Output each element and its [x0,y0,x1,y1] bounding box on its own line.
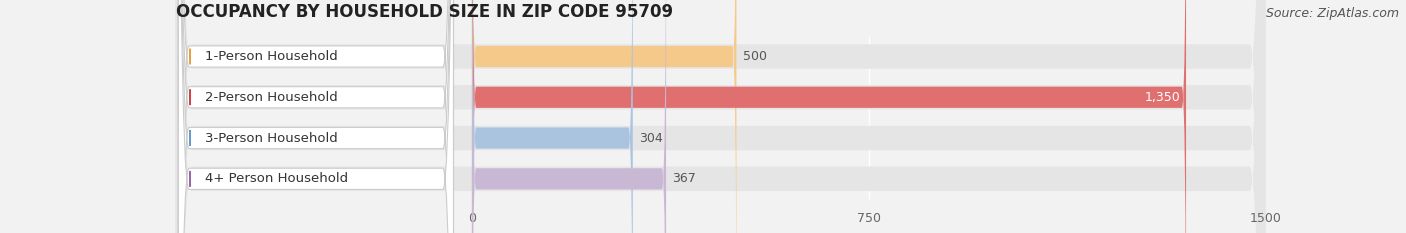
FancyBboxPatch shape [472,0,1187,233]
Text: 1,350: 1,350 [1144,91,1181,104]
FancyBboxPatch shape [472,0,633,233]
Text: 1-Person Household: 1-Person Household [205,50,337,63]
FancyBboxPatch shape [472,0,666,233]
FancyBboxPatch shape [179,0,454,233]
FancyBboxPatch shape [179,0,454,233]
FancyBboxPatch shape [176,0,1265,233]
FancyBboxPatch shape [176,0,1265,233]
Text: OCCUPANCY BY HOUSEHOLD SIZE IN ZIP CODE 95709: OCCUPANCY BY HOUSEHOLD SIZE IN ZIP CODE … [176,3,673,21]
Text: 3-Person Household: 3-Person Household [205,132,337,144]
FancyBboxPatch shape [176,0,1265,233]
Text: Source: ZipAtlas.com: Source: ZipAtlas.com [1265,7,1399,20]
Text: 4+ Person Household: 4+ Person Household [205,172,347,185]
Text: 500: 500 [742,50,766,63]
Text: 304: 304 [640,132,662,144]
Text: 367: 367 [672,172,696,185]
FancyBboxPatch shape [472,0,737,233]
FancyBboxPatch shape [179,0,454,233]
FancyBboxPatch shape [179,0,454,233]
Text: 2-Person Household: 2-Person Household [205,91,337,104]
FancyBboxPatch shape [176,0,1265,233]
